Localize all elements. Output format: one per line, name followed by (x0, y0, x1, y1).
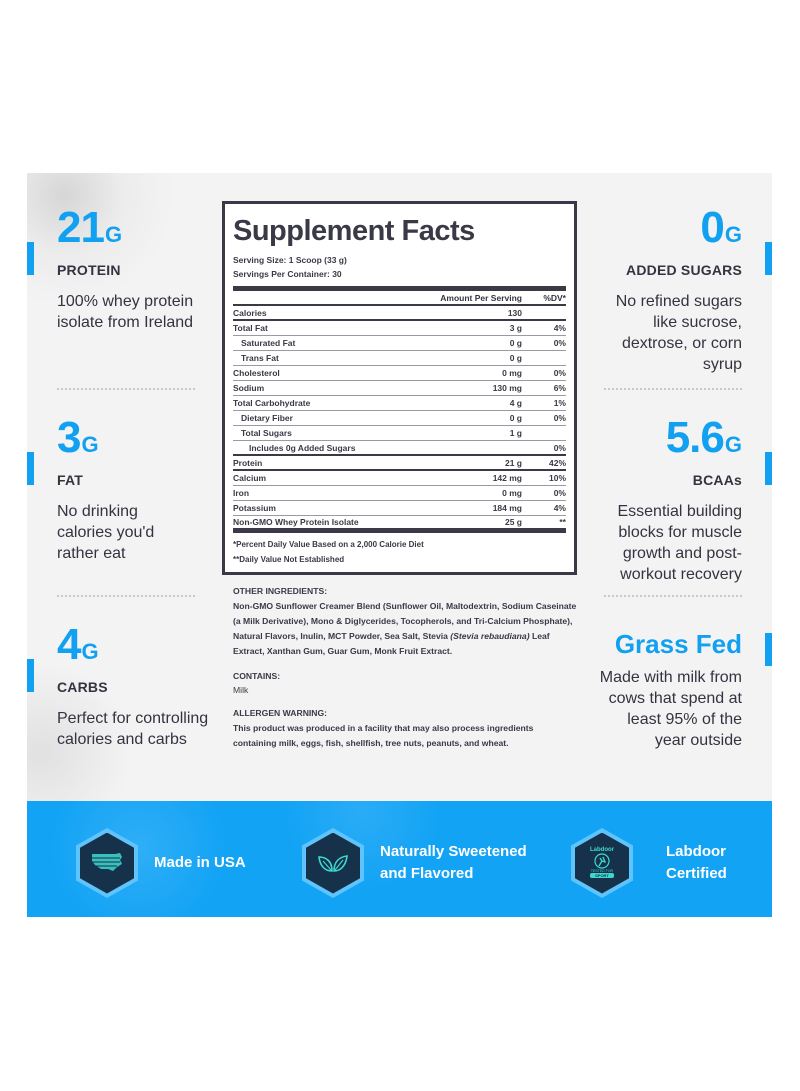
stat-label: ADDED SUGARS (626, 262, 742, 278)
stat-grass-fed: Grass Fed Made with milk from cows that … (567, 629, 772, 751)
accent-bar (765, 452, 772, 485)
stat-label: PROTEIN (57, 262, 121, 278)
usa-map-icon (80, 832, 134, 894)
facts-title: Supplement Facts (233, 215, 475, 247)
header-dv: %DV* (543, 292, 566, 303)
stat-description: No refined sugars like sucrose, dextrose… (615, 293, 742, 373)
labdoor-icon: Labdoor TESTED FOR SPORT (575, 832, 629, 894)
badge-label: Labdoor Certified (666, 843, 727, 882)
hex-frame: Labdoor TESTED FOR SPORT (571, 828, 633, 898)
facts-row: Cholesterol 0 mg 0% (233, 366, 566, 381)
stat-carbs: 4G CARBS Perfect for controlling calorie… (27, 620, 232, 750)
dotted-divider (57, 388, 195, 390)
footnote-dv: *Percent Daily Value Based on a 2,000 Ca… (233, 540, 424, 549)
stat-description: Essential building blocks for muscle gro… (617, 503, 742, 583)
stat-fat: 3G FAT No drinking calories you'd rather… (27, 413, 232, 564)
stat-value: 3G (57, 413, 99, 462)
facts-row: Trans Fat 0 g (233, 351, 566, 366)
facts-row: Calories 130 (233, 306, 566, 321)
badge-naturally-sweetened: Naturally Sweetened and Flavored (302, 828, 527, 898)
product-info-panel: 21G PROTEIN 100% whey protein isolate fr… (27, 173, 772, 917)
badge-label: Made in USA (154, 854, 246, 871)
stat-value: 4G (57, 620, 99, 669)
facts-row: Saturated Fat 0 g 0% (233, 336, 566, 351)
dotted-divider (604, 595, 742, 597)
stat-value: Grass Fed (614, 629, 742, 659)
facts-row: Non-GMO Whey Protein Isolate 25 g ** (233, 516, 566, 533)
badge-label: Naturally Sweetened and Flavored (380, 843, 527, 882)
accent-bar (27, 242, 34, 275)
servings-per-container: Servings Per Container: 30 (233, 269, 342, 279)
stat-bcaas: 5.6G BCAAs Essential building blocks for… (567, 413, 772, 585)
footnote-not-established: **Daily Value Not Established (233, 555, 345, 564)
badge-made-in-usa: Made in USA (76, 828, 246, 898)
other-ingredients-text: Non-GMO Sunflower Creamer Blend (Sunflow… (233, 600, 577, 656)
facts-row: Protein 21 g 42% (233, 456, 566, 471)
accent-bar (27, 659, 34, 692)
allergen-heading: ALLERGEN WARNING: (233, 708, 328, 719)
badge-labdoor-certified: Labdoor TESTED FOR SPORT Labdoor Certifie… (571, 828, 727, 898)
stat-value: 21G (57, 203, 123, 252)
hex-frame (302, 828, 364, 898)
stat-description: Perfect for controlling calories and car… (57, 710, 209, 748)
facts-header: Amount Per Serving %DV* (233, 291, 566, 306)
stat-label: FAT (57, 472, 84, 488)
stat-description: Made with milk from cows that spend at l… (599, 669, 742, 749)
stat-added-sugars: 0G ADDED SUGARS No refined sugars like s… (567, 203, 772, 375)
thick-rule (233, 286, 566, 291)
hex-frame (76, 828, 138, 898)
supplement-facts-label: Supplement Facts Serving Size: 1 Scoop (… (222, 201, 577, 575)
contains-text: Milk (233, 685, 249, 696)
facts-row: Calcium 142 mg 10% (233, 471, 566, 486)
ingredients-block: OTHER INGREDIENTS: Non-GMO Sunflower Cre… (233, 584, 578, 751)
facts-row: Potassium 184 mg 4% (233, 501, 566, 516)
stat-value: 5.6G (665, 413, 742, 462)
contains-heading: CONTAINS: (233, 670, 281, 681)
stat-protein: 21G PROTEIN 100% whey protein isolate fr… (27, 203, 232, 333)
stat-value: 0G (700, 203, 742, 252)
serving-size: Serving Size: 1 Scoop (33 g) (233, 255, 347, 265)
badges-band: Made in USA Naturally Sweetened and Flavo… (27, 801, 772, 917)
facts-row: Iron 0 mg 0% (233, 486, 566, 501)
facts-row: Sodium 130 mg 6% (233, 381, 566, 396)
stat-label: CARBS (57, 679, 108, 695)
stat-description: 100% whey protein isolate from Ireland (57, 293, 194, 331)
facts-row: Total Fat 3 g 4% (233, 321, 566, 336)
leaves-icon (306, 832, 360, 894)
facts-row: Total Sugars 1 g (233, 426, 566, 441)
stat-description: No drinking calories you'd rather eat (57, 503, 155, 562)
accent-bar (765, 242, 772, 275)
facts-row: Includes 0g Added Sugars 0% (233, 441, 566, 456)
other-ingredients-heading: OTHER INGREDIENTS: (233, 586, 328, 596)
allergen-text: This product was produced in a facility … (233, 723, 534, 749)
header-amount: Amount Per Serving (440, 292, 522, 303)
accent-bar (27, 452, 34, 485)
accent-bar (765, 633, 772, 666)
facts-row: Dietary Fiber 0 g 0% (233, 411, 566, 426)
dotted-divider (57, 595, 195, 597)
dotted-divider (604, 388, 742, 390)
facts-row: Total Carbohydrate 4 g 1% (233, 396, 566, 411)
stat-label: BCAAs (692, 472, 742, 488)
